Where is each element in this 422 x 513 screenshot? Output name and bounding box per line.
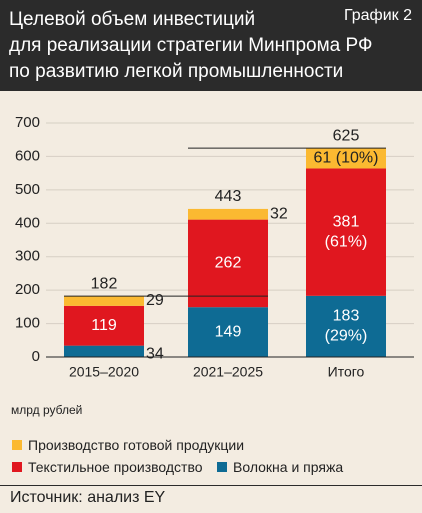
y-tick-label: 700 xyxy=(15,114,40,131)
bar-segment xyxy=(64,345,144,357)
legend-item-fibers: Волокна и пряжа xyxy=(217,459,343,475)
y-tick-label: 300 xyxy=(15,248,40,265)
y-tick-label: 600 xyxy=(15,147,40,164)
legend-label-finished-goods: Производство готовой продукции xyxy=(28,437,245,453)
title-line-2: для реализации стратегии Минпрома РФ xyxy=(9,35,373,56)
data-label: 119 xyxy=(91,317,117,334)
bar-segment xyxy=(188,307,268,357)
source-note: Источник: анализ EY xyxy=(10,489,166,506)
legend-swatch-finished-goods xyxy=(12,440,22,450)
stacked-bar-chart: 0 100 200 300 400 500 600 700 34 119 29 182 2015–202… xyxy=(15,114,414,380)
data-label: 183 xyxy=(333,308,360,325)
data-label: 381 xyxy=(333,213,360,230)
total-label: 625 xyxy=(333,127,360,144)
bar-segment xyxy=(64,305,144,346)
bar-segment xyxy=(306,148,386,169)
legend-item-finished-goods: Производство готовой продукции xyxy=(12,437,244,453)
bar-segment xyxy=(306,295,386,357)
header: Целевой объем инвестиций для реализации … xyxy=(0,0,422,91)
y-tick-label: 100 xyxy=(15,315,40,332)
data-label: (61%) xyxy=(325,233,368,250)
data-label: 29 xyxy=(146,292,164,309)
bar-segment xyxy=(64,296,144,306)
data-label: 149 xyxy=(215,323,242,340)
legend-item-textile: Текстильное производство xyxy=(12,459,203,475)
data-label: 262 xyxy=(215,255,242,272)
legend-swatch-textile xyxy=(12,462,22,472)
total-label: 443 xyxy=(215,188,242,205)
bar-segment xyxy=(188,208,268,220)
y-tick-label: 500 xyxy=(15,181,40,198)
footer: Источник: анализ EY xyxy=(0,485,422,513)
data-label: (29%) xyxy=(325,328,368,345)
y-tick-label: 0 xyxy=(32,348,40,365)
data-label: 32 xyxy=(270,205,288,222)
total-label: 182 xyxy=(91,275,118,292)
x-tick-label: Итого xyxy=(328,364,365,380)
chart-title: Целевой объем инвестиций для реализации … xyxy=(9,7,373,85)
title-line-3: по развитию легкой промышленности xyxy=(9,61,344,82)
y-tick-label: 200 xyxy=(15,281,40,298)
legend-label-textile: Текстильное производство xyxy=(28,459,203,475)
x-tick-label: 2015–2020 xyxy=(69,364,139,380)
legend: Производство готовой продукции Текстильн… xyxy=(12,437,412,477)
title-line-1: Целевой объем инвестиций xyxy=(9,9,256,30)
y-tick-label: 400 xyxy=(15,214,40,231)
bar-segment xyxy=(306,168,386,296)
unit-label: млрд рублей xyxy=(11,403,83,417)
data-label: 34 xyxy=(146,346,164,363)
data-label: 61 (10%) xyxy=(314,149,379,166)
legend-swatch-fibers xyxy=(217,462,227,472)
bar-segment xyxy=(188,219,268,308)
x-tick-label: 2021–2025 xyxy=(193,364,263,380)
legend-label-fibers: Волокна и пряжа xyxy=(233,459,344,475)
graph-number-label: График 2 xyxy=(343,7,412,24)
